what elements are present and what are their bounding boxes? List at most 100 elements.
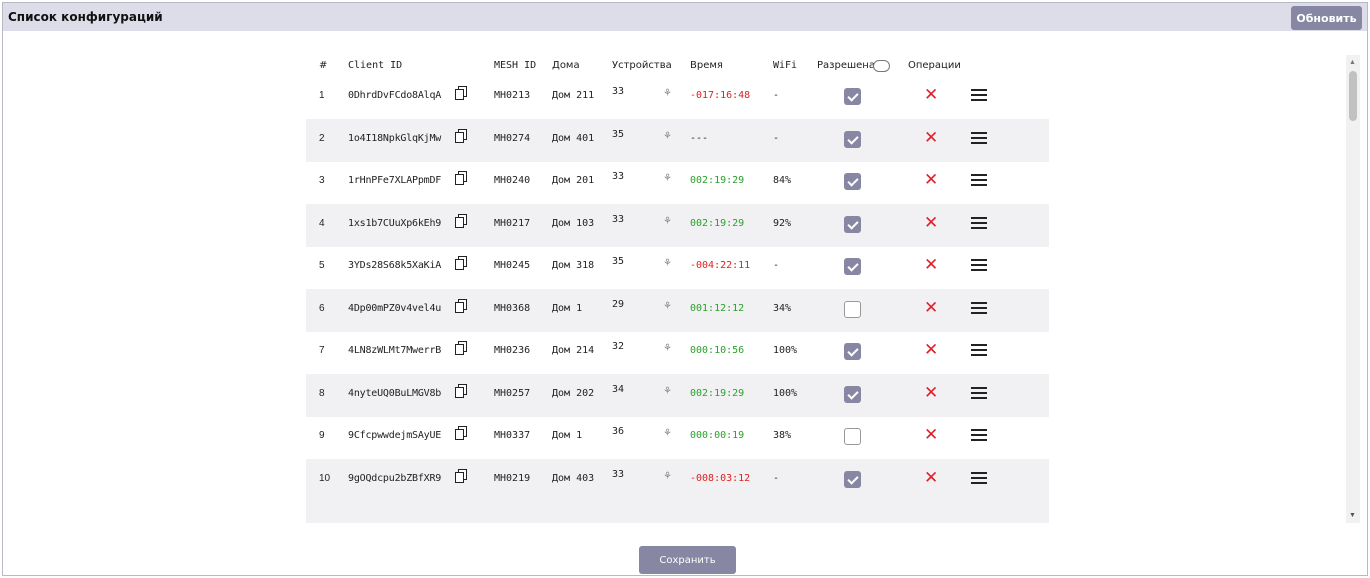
network-icon[interactable]: ⚘ (663, 258, 672, 269)
table-row: 3 1rHnPFe7XLAPpmDF MH0240 Дом 201 33 ⚘ 0… (306, 161, 1049, 204)
allowed-checkbox[interactable] (844, 300, 861, 318)
allowed-checkbox[interactable] (844, 215, 861, 233)
hamburger-menu-icon[interactable] (971, 131, 987, 144)
col-header-operations: Операции (908, 60, 961, 71)
allowed-checkbox[interactable] (844, 385, 861, 403)
close-icon[interactable]: ✕ (924, 425, 939, 445)
allowed-checkbox[interactable] (844, 130, 861, 148)
hamburger-menu-icon[interactable] (971, 429, 987, 441)
wifi-value: - (773, 472, 780, 484)
client-id: 9gOQdcpu2bZBfXR9 (348, 472, 442, 484)
network-icon[interactable]: ⚘ (663, 470, 672, 482)
table-row: 10 9gOQdcpu2bZBfXR9 MH0219 Дом 403 33 ⚘ … (306, 458, 1049, 502)
wifi-value: - (773, 90, 780, 101)
home-name: Дом 318 (552, 260, 595, 271)
copy-icon[interactable] (455, 298, 467, 313)
allowed-checkbox[interactable] (844, 470, 861, 488)
allowed-checkbox[interactable] (844, 88, 861, 105)
close-icon[interactable]: ✕ (924, 340, 939, 360)
copy-icon[interactable] (455, 426, 467, 440)
copy-icon[interactable] (455, 213, 467, 228)
mesh-id: MH0245 (494, 260, 531, 271)
scroll-up-icon[interactable]: ▲ (1349, 59, 1356, 66)
close-icon[interactable]: ✕ (924, 382, 939, 403)
network-icon[interactable]: ⚘ (663, 300, 672, 312)
network-icon[interactable]: ⚘ (663, 343, 672, 354)
network-icon[interactable]: ⚘ (663, 428, 672, 439)
client-id: 1o4I18NpkGlqKjMw (348, 132, 442, 144)
close-icon[interactable]: ✕ (924, 170, 939, 190)
mesh-id: MH0219 (494, 472, 531, 484)
allowed-checkbox[interactable] (844, 343, 861, 360)
col-header-devices: Устройства (612, 60, 672, 71)
col-header-client-id: Client ID (348, 60, 403, 71)
row-number: 1 (319, 90, 325, 101)
table-row: 6 4Dp00mPZ0v4vel4u MH0368 Дом 1 29 ⚘ 001… (306, 288, 1049, 332)
scroll-down-icon[interactable]: ▼ (1349, 512, 1356, 519)
hamburger-menu-icon[interactable] (971, 216, 987, 229)
wifi-value: 84% (773, 175, 792, 186)
close-icon[interactable]: ✕ (924, 85, 939, 105)
hamburger-menu-icon[interactable] (971, 259, 987, 271)
home-name: Дом 403 (552, 472, 595, 484)
hamburger-menu-icon[interactable] (971, 471, 987, 484)
client-id: 3YDs28S68k5XaKiA (348, 260, 442, 271)
copy-icon[interactable] (455, 86, 467, 100)
copy-icon[interactable] (455, 256, 467, 270)
mesh-id: MH0240 (494, 175, 531, 186)
allowed-toggle[interactable] (873, 60, 890, 72)
row-number: 8 (319, 387, 325, 399)
client-id: 1rHnPFe7XLAPpmDF (348, 175, 442, 186)
wifi-value: 100% (773, 345, 798, 356)
network-icon[interactable]: ⚘ (663, 173, 672, 184)
hamburger-menu-icon[interactable] (971, 174, 987, 186)
save-button[interactable]: Сохранить (639, 546, 736, 574)
network-icon[interactable]: ⚘ (663, 215, 672, 227)
row-number: 5 (319, 260, 325, 271)
hamburger-menu-icon[interactable] (971, 89, 987, 101)
col-header-num: # (319, 60, 328, 71)
home-name: Дом 201 (552, 175, 595, 186)
mesh-id: MH0257 (494, 387, 531, 399)
allowed-checkbox[interactable] (844, 428, 861, 445)
time-value: 002:19:29 (690, 175, 745, 186)
copy-icon[interactable] (455, 171, 467, 185)
time-value: -017:16:48 (690, 90, 751, 101)
close-icon[interactable]: ✕ (924, 212, 939, 233)
table-row: 5 3YDs28S68k5XaKiA MH0245 Дом 318 35 ⚘ -… (306, 246, 1049, 289)
hamburger-menu-icon[interactable] (971, 386, 987, 399)
time-value: --- (690, 132, 709, 144)
copy-icon[interactable] (455, 468, 467, 483)
table-row: 7 4LN8zWLMt7MwerrB MH0236 Дом 214 32 ⚘ 0… (306, 331, 1049, 374)
client-id: 0DhrdDvFCdo8AlqA (348, 90, 442, 101)
copy-icon[interactable] (455, 128, 467, 143)
network-icon[interactable]: ⚘ (663, 88, 672, 99)
row-number: 6 (319, 302, 325, 314)
network-icon[interactable]: ⚘ (663, 385, 672, 397)
col-header-time: Время (690, 60, 723, 71)
network-icon[interactable]: ⚘ (663, 130, 672, 142)
allowed-checkbox[interactable] (844, 173, 861, 190)
hamburger-menu-icon[interactable] (971, 344, 987, 356)
refresh-button[interactable]: Обновить (1291, 6, 1362, 30)
copy-icon[interactable] (455, 383, 467, 398)
close-icon[interactable]: ✕ (924, 467, 939, 488)
close-icon[interactable]: ✕ (924, 127, 939, 148)
copy-icon[interactable] (455, 341, 467, 355)
table-row: 2 1o4I18NpkGlqKjMw MH0274 Дом 401 35 ⚘ -… (306, 118, 1049, 162)
wifi-value: 38% (773, 430, 792, 441)
device-count: 33 (612, 86, 625, 97)
allowed-checkbox[interactable] (844, 258, 861, 275)
hamburger-menu-icon[interactable] (971, 301, 987, 314)
client-id: 9CfcpwwdejmSAyUE (348, 430, 442, 441)
close-icon[interactable]: ✕ (924, 297, 939, 318)
time-value: 001:12:12 (690, 302, 745, 314)
table-row: 9 9CfcpwwdejmSAyUE MH0337 Дом 1 36 ⚘ 000… (306, 416, 1049, 459)
row-number: 7 (319, 345, 325, 356)
scroll-thumb[interactable] (1349, 71, 1357, 121)
wifi-value: - (773, 260, 780, 271)
close-icon[interactable]: ✕ (924, 255, 939, 275)
vertical-scrollbar[interactable]: ▲ ▼ (1346, 55, 1360, 523)
home-name: Дом 211 (552, 90, 595, 101)
mesh-id: MH0236 (494, 345, 531, 356)
